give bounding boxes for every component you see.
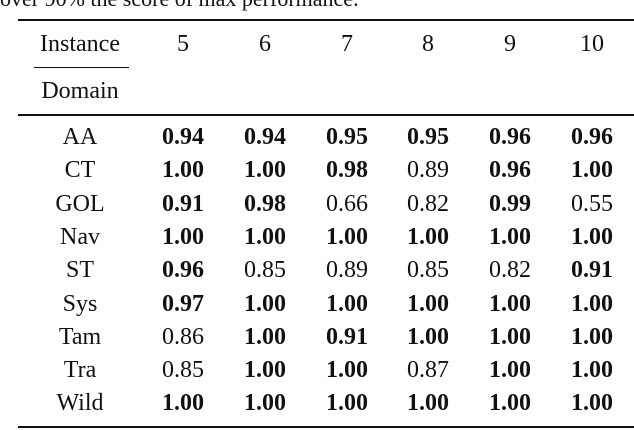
cell: 1.00 (244, 323, 286, 350)
cell: 0.89 (326, 257, 368, 284)
cell: 1.00 (244, 290, 286, 317)
cell: 0.85 (162, 357, 204, 384)
cell: 0.82 (407, 190, 449, 217)
row-domain: CT (64, 157, 96, 184)
cell: 1.00 (244, 157, 286, 184)
column-header: 8 (422, 31, 434, 57)
row-domain: AA (62, 124, 98, 150)
cell: 1.00 (489, 223, 531, 250)
cell: 1.00 (407, 323, 449, 350)
cell: 0.98 (244, 190, 286, 217)
header-divider (34, 67, 129, 68)
cell: 1.00 (326, 357, 368, 384)
cell: 0.66 (326, 190, 368, 217)
top-rule (18, 19, 634, 21)
mid-rule (18, 114, 634, 116)
cell: 0.99 (489, 190, 531, 217)
cell: 0.55 (571, 190, 613, 217)
cell: 1.00 (571, 223, 613, 250)
row-domain: Wild (56, 390, 104, 417)
bottom-rule (18, 426, 634, 428)
cell: 1.00 (571, 157, 613, 184)
cell: 1.00 (244, 357, 286, 384)
cell: 0.98 (326, 157, 368, 184)
cell: 0.96 (489, 157, 531, 184)
cell: 0.89 (407, 157, 449, 184)
row-domain: Nav (60, 223, 100, 250)
cell: 1.00 (407, 223, 449, 250)
cell: 1.00 (326, 390, 368, 417)
cell: 1.00 (162, 157, 204, 184)
cell: 1.00 (489, 357, 531, 384)
cell: 0.94 (244, 124, 286, 150)
column-header: 7 (341, 31, 353, 57)
cell: 0.82 (489, 257, 531, 284)
cell: 0.96 (571, 124, 613, 150)
cell: 0.91 (571, 257, 613, 284)
cell: 0.95 (407, 124, 449, 150)
cell: 1.00 (571, 390, 613, 417)
column-header: 5 (177, 31, 189, 57)
cell: 0.85 (407, 257, 449, 284)
caption: over 90% the score of max performance. (0, 0, 359, 12)
cell: 0.97 (162, 290, 204, 317)
cell: 1.00 (407, 390, 449, 417)
cell: 1.00 (489, 290, 531, 317)
header-domain: Domain (41, 78, 119, 104)
cell: 0.96 (162, 257, 204, 284)
cell: 1.00 (407, 290, 449, 317)
row-domain: Tam (58, 323, 102, 350)
cell: 0.86 (162, 323, 204, 350)
cell: 0.91 (162, 190, 204, 217)
cell: 1.00 (571, 323, 613, 350)
cell: 1.00 (244, 390, 286, 417)
row-domain: ST (65, 257, 95, 284)
column-header: 10 (580, 31, 604, 57)
cell: 1.00 (489, 390, 531, 417)
cell: 0.94 (162, 124, 204, 150)
cell: 0.96 (489, 124, 531, 150)
header-instance: Instance (40, 31, 120, 57)
cell: 1.00 (162, 390, 204, 417)
cell: 0.95 (326, 124, 368, 150)
row-domain: GOL (55, 190, 105, 217)
column-header: 6 (259, 31, 271, 57)
row-domain: Tra (63, 357, 97, 384)
cell: 1.00 (326, 290, 368, 317)
cell: 0.85 (244, 257, 286, 284)
cell: 0.87 (407, 357, 449, 384)
cell: 1.00 (326, 223, 368, 250)
cell: 1.00 (571, 357, 613, 384)
cell: 0.91 (326, 323, 368, 350)
cell: 1.00 (571, 290, 613, 317)
cell: 1.00 (162, 223, 204, 250)
row-domain: Sys (62, 290, 98, 317)
cell: 1.00 (489, 323, 531, 350)
column-header: 9 (504, 31, 516, 57)
cell: 1.00 (244, 223, 286, 250)
